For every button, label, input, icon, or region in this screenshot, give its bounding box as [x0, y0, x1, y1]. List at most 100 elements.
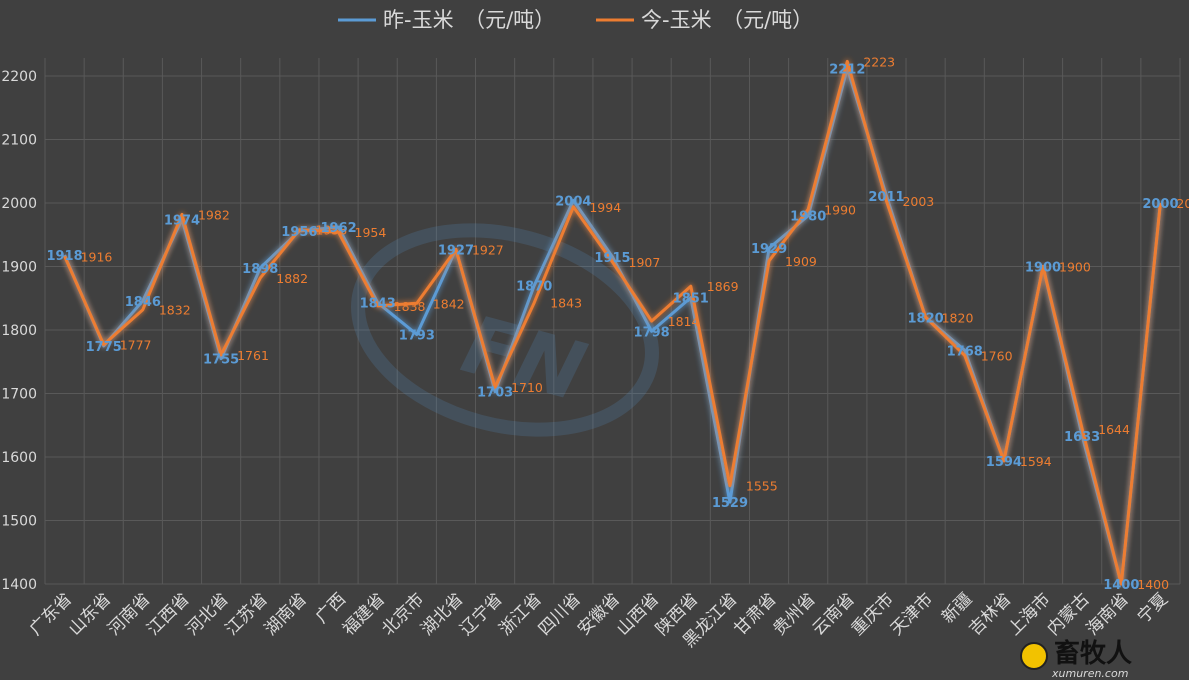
data-label-old: 1918 [46, 249, 82, 264]
data-label-old: 1900 [1025, 261, 1061, 276]
x-tick-label: 云南省 [809, 589, 859, 639]
data-label-new: 1710 [511, 380, 543, 395]
data-label-old: 1820 [908, 311, 944, 326]
y-tick-label: 1400 [1, 577, 37, 593]
legend-new-label: 今-玉米 （元/吨） [641, 8, 813, 32]
data-label-old: 1980 [790, 210, 826, 225]
data-label-new: 1843 [550, 296, 582, 311]
data-label-old: 2000 [1142, 197, 1178, 212]
x-tick-label: 辽宁省 [456, 589, 506, 639]
data-label-new: 1982 [198, 207, 230, 222]
data-label-new: 1909 [785, 254, 817, 269]
data-label-new: 1990 [824, 202, 856, 217]
data-label-old: 1915 [594, 251, 630, 266]
data-label-new: 1760 [981, 348, 1013, 363]
data-label-new: 1907 [629, 255, 661, 270]
data-label-new: 1832 [159, 303, 191, 318]
x-tick-label: 宁夏 [1134, 589, 1172, 627]
y-tick-label: 1500 [1, 514, 37, 530]
data-label-old: 1594 [986, 455, 1022, 470]
data-label-new: 1594 [1020, 454, 1052, 469]
data-label-new: 1869 [707, 279, 739, 294]
x-tick-label: 江西省 [143, 589, 193, 639]
series [63, 59, 1162, 586]
data-label-old: 1775 [86, 340, 122, 355]
data-label-new: 1555 [746, 479, 778, 494]
data-label-new: 1820 [942, 310, 974, 325]
data-label-new: 1958 [315, 223, 347, 238]
y-tick-label: 1800 [1, 323, 37, 339]
data-label-old: 1400 [1103, 578, 1139, 593]
data-label-old: 1703 [477, 386, 513, 401]
data-label-old: 1755 [203, 353, 239, 368]
data-label-new: 2223 [863, 54, 895, 69]
x-tick-label: 河北省 [182, 589, 232, 639]
data-label-old: 1793 [399, 328, 435, 343]
data-label-new: 1838 [394, 299, 426, 314]
x-tick-label: 吉林省 [965, 589, 1015, 639]
data-label-old: 1633 [1064, 430, 1100, 445]
data-label-old: 1870 [516, 280, 552, 295]
data-label-old: 1851 [673, 292, 709, 307]
data-label-old: 2004 [555, 194, 591, 209]
x-tick-label: 安徽省 [574, 589, 624, 639]
legend: 昨-玉米 （元/吨） 今-玉米 （元/吨） [338, 8, 813, 32]
x-tick-label: 天津市 [887, 589, 937, 639]
x-tick-label: 北京市 [378, 589, 428, 639]
x-tick-label: 福建省 [339, 589, 389, 639]
x-tick-label: 甘肃省 [730, 589, 780, 639]
data-label-new: 1777 [120, 338, 152, 353]
data-label-new: 1400 [1137, 577, 1169, 592]
data-label-new: 1814 [668, 314, 700, 329]
x-tick-label: 海南省 [1083, 589, 1133, 639]
data-label-old: 1846 [125, 295, 161, 310]
data-label-new: 1954 [355, 225, 387, 240]
y-axis: 1400 1500 1600 1700 1800 1900 2000 2100 2200 [1, 69, 37, 593]
data-label-old: 1974 [164, 214, 200, 229]
logo-text: 畜牧人 [1054, 638, 1132, 669]
x-tick-label: 四川省 [535, 589, 585, 639]
data-label-old: 1529 [712, 496, 748, 511]
x-tick-label: 上海市 [1004, 589, 1054, 639]
series-line-new [63, 59, 1162, 586]
legend-old-label: 昨-玉米 （元/吨） [383, 8, 555, 32]
y-tick-label: 1900 [1, 260, 37, 276]
data-label-new: 1842 [433, 296, 465, 311]
series-line-old [63, 66, 1162, 586]
logo-url: xumuren.com [1051, 667, 1128, 680]
data-label-old: 2212 [829, 62, 865, 77]
x-tick-label: 内蒙古 [1043, 589, 1093, 639]
y-tick-label: 2100 [1, 133, 37, 149]
data-label-old: 2011 [868, 190, 904, 205]
y-tick-label: 2200 [1, 69, 37, 85]
x-tick-label: 广东省 [26, 589, 76, 639]
data-label-old: 1898 [242, 262, 278, 277]
data-label-old: 1929 [751, 242, 787, 257]
data-label-old: 1843 [360, 297, 396, 312]
watermark-ring [351, 223, 659, 437]
data-label-new: 1927 [472, 242, 504, 257]
x-tick-label: 山东省 [65, 589, 115, 639]
data-label-new: 2000 [1176, 196, 1189, 211]
data-label-new: 1761 [237, 348, 269, 363]
y-tick-label: 1600 [1, 450, 37, 466]
data-label-new: 1644 [1098, 422, 1130, 437]
x-tick-label: 江苏省 [222, 589, 272, 639]
data-label-new: 1916 [81, 249, 113, 264]
x-tick-label: 山西省 [613, 589, 663, 639]
data-label-old: 1927 [438, 243, 474, 258]
y-tick-label: 1700 [1, 387, 37, 403]
x-tick-label: 湖南省 [261, 589, 311, 639]
data-label-new: 1994 [589, 200, 621, 215]
data-label-old: 1956 [281, 225, 317, 240]
x-tick-label: 浙江省 [496, 589, 546, 639]
data-label-new: 2003 [902, 194, 934, 209]
data-label-old: 1962 [320, 221, 356, 236]
logo-icon [1020, 642, 1048, 670]
y-tick-label: 2000 [1, 196, 37, 212]
grid [44, 58, 1181, 585]
